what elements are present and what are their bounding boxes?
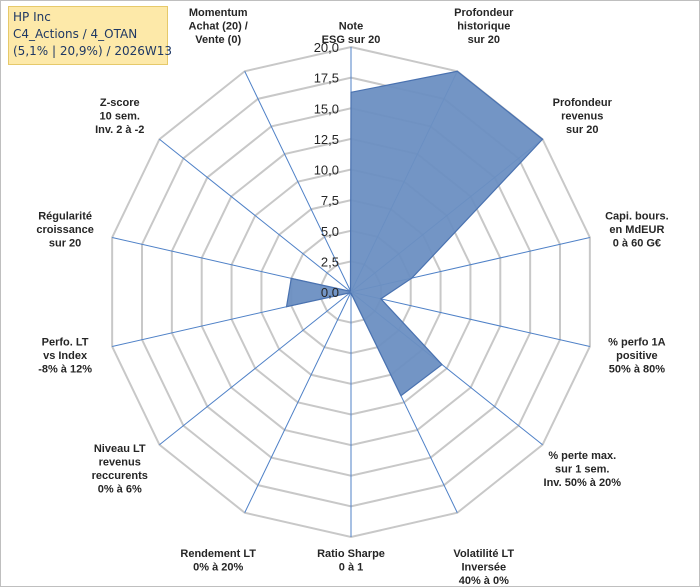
axis-label-line: 0 à 1 (339, 562, 363, 574)
tick-label: 10,0 (314, 163, 339, 178)
axis-label-line: -8% à 12% (38, 363, 92, 375)
axis-label-line: Ratio Sharpe (317, 548, 385, 560)
tick-label: 15,0 (314, 101, 339, 116)
data-point (349, 292, 351, 294)
axis-label-line: Note (339, 21, 363, 33)
axis-label: % perte max. sur 1 sem. Inv. 50% à 20% (544, 450, 622, 489)
data-point (542, 138, 544, 140)
axis-label-line: Niveau LT (94, 443, 146, 455)
axis-label-line: Vente (0) (195, 34, 241, 46)
data-point (350, 91, 352, 93)
axis-label-line: Z-score (100, 97, 140, 109)
data-point (286, 306, 288, 308)
axis-label-line: croissance (36, 224, 93, 236)
axis-spoke (159, 138, 352, 293)
axis-label-line: Volatilité LT (453, 548, 514, 560)
axis-label: Capi. bours. en MdEUR 0 à 60 G€ (605, 211, 669, 250)
data-point (349, 290, 351, 292)
axis-label-line: sur 20 (49, 238, 81, 250)
title-category: C4_Actions / 4_OTAN (13, 27, 138, 41)
axis-spoke (244, 71, 352, 293)
axis-label: Momentum Achat (20) / Vente (0) (189, 7, 248, 46)
data-point (441, 364, 443, 366)
axis-label-line: revenus (99, 457, 141, 469)
axis-label-line: sur 20 (468, 34, 500, 46)
axis-label: Volatilité LT Inversée 40% à 0% (453, 548, 514, 587)
axis-label-line: Inv. 2 à -2 (95, 124, 144, 136)
axis-label-line: Achat (20) / (189, 21, 248, 33)
axis-label-line: 40% à 0% (459, 575, 509, 587)
axis-label-line: en MdEUR (609, 224, 664, 236)
axis-label-line: % perfo 1A (608, 336, 666, 348)
axis-label-line: % perte max. (548, 450, 616, 462)
axis-label-line: sur 20 (566, 124, 598, 136)
tick-label: 5,0 (321, 224, 339, 239)
title-period: (5,1% | 20,9%) / 2026W13 (13, 44, 172, 58)
axis-label: Ratio Sharpe 0 à 1 (317, 548, 385, 574)
axis-label-line: sur 1 sem. (555, 463, 609, 475)
chart-title-box: HP Inc C4_Actions / 4_OTAN (5,1% | 20,9%… (8, 6, 172, 65)
axis-label-line: Profondeur (454, 7, 514, 19)
axis-label: Rendement LT 0% à 20% (180, 548, 256, 574)
tick-label: 20,0 (314, 40, 339, 55)
axis-spoke (244, 291, 352, 513)
data-point (290, 277, 292, 279)
axis-label: Z-score 10 sem. Inv. 2 à -2 (95, 97, 144, 136)
axis-label: Profondeur revenus sur 20 (553, 97, 613, 136)
axis-label: Régularité croissance sur 20 (36, 211, 93, 250)
axis-label-line: Inversée (461, 562, 506, 574)
axis-label-line: 0 à 60 G€ (613, 238, 661, 250)
axis-label: Perfo. LT vs Index -8% à 12% (38, 336, 92, 375)
axis-label-line: positive (616, 350, 658, 362)
data-point (380, 298, 382, 300)
axis-spoke (350, 291, 590, 348)
axis-label-line: Régularité (38, 211, 92, 223)
axis-label-line: Perfo. LT (42, 336, 89, 348)
tick-label: 2,5 (321, 254, 339, 269)
tick-label: 7,5 (321, 193, 339, 208)
data-point (400, 395, 402, 397)
axis-label-line: reccurents (92, 470, 148, 482)
data-point (456, 70, 458, 72)
axis-label: % perfo 1A positive 50% à 80% (608, 336, 666, 375)
axis-label-line: 10 sem. (100, 111, 140, 123)
axis-label: Niveau LT revenus reccurents 0% à 6% (92, 443, 148, 496)
axis-label-line: ESG sur 20 (322, 34, 381, 46)
axis-label-line: 0% à 6% (98, 484, 142, 496)
axis-label-line: Inv. 50% à 20% (544, 477, 622, 489)
axis-label-line: Capi. bours. (605, 211, 669, 223)
axis-label: Note ESG sur 20 (322, 21, 381, 47)
axis-label-line: revenus (561, 111, 603, 123)
axis-label-line: 50% à 80% (609, 363, 665, 375)
tick-label: 17,5 (314, 71, 339, 86)
axis-label-line: vs Index (43, 350, 88, 362)
title-company: HP Inc (13, 10, 51, 24)
axis-label: Profondeur historique sur 20 (454, 7, 514, 46)
axis-label-line: historique (457, 21, 510, 33)
axis-label-line: Profondeur (553, 97, 613, 109)
data-point (411, 277, 413, 279)
axis-label-line: 0% à 20% (193, 562, 243, 574)
axis-spoke (159, 291, 352, 446)
axis-label-line: Rendement LT (180, 548, 256, 560)
tick-label: 12,5 (314, 132, 339, 147)
axis-label-line: Momentum (189, 7, 248, 19)
tick-label: 0,0 (321, 285, 339, 300)
